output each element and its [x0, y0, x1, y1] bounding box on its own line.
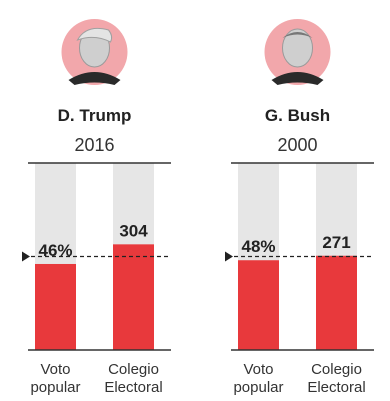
- category-label: Voto: [243, 361, 273, 378]
- bar-electoral-college: [113, 244, 154, 350]
- category-label: Electoral: [307, 379, 365, 396]
- threshold-arrow-icon: [22, 251, 30, 262]
- election-year: 2016: [74, 135, 114, 155]
- threshold-arrow-icon: [225, 251, 233, 262]
- suit-shape: [271, 72, 324, 85]
- candidate-name: G. Bush: [265, 106, 330, 125]
- hair-shape: [282, 32, 313, 38]
- bar-value-label: 46%: [38, 241, 72, 260]
- bar-value-label: 48%: [241, 237, 275, 256]
- category-label: Electoral: [104, 379, 162, 396]
- portrait-bush-icon: [264, 19, 331, 85]
- suit-shape: [68, 72, 121, 85]
- category-label: Colegio: [108, 361, 159, 378]
- category-label: Colegio: [311, 361, 362, 378]
- election-year: 2000: [277, 135, 317, 155]
- face-shape: [282, 28, 313, 68]
- bar-electoral-college: [316, 255, 357, 350]
- bar-value-label: 271: [322, 233, 350, 252]
- category-label: popular: [30, 379, 80, 396]
- bar-popular-vote: [238, 260, 279, 350]
- portrait-trump-icon: [61, 19, 128, 85]
- hair-shape: [76, 27, 113, 43]
- bar-value-label: 304: [119, 221, 148, 240]
- bar-popular-vote: [35, 263, 76, 350]
- candidate-name: D. Trump: [58, 106, 132, 125]
- category-label: popular: [233, 379, 283, 396]
- category-label: Voto: [40, 361, 70, 378]
